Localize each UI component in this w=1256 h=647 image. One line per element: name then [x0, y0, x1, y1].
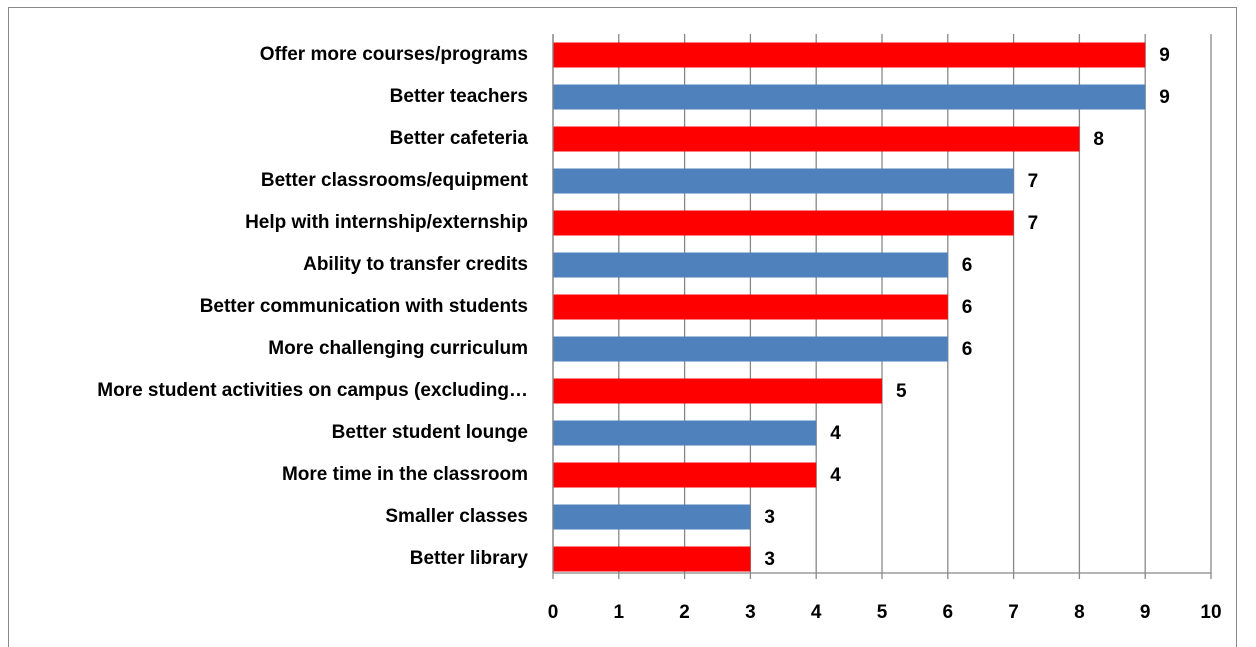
bar	[553, 168, 1014, 194]
bar	[553, 546, 751, 572]
data-label: 6	[962, 255, 973, 276]
data-label: 3	[764, 507, 775, 528]
x-tick-label: 9	[1140, 602, 1151, 623]
data-label: 9	[1159, 87, 1170, 108]
y-tick-label: Offer more courses/programs	[260, 44, 528, 65]
data-label: 9	[1159, 45, 1170, 66]
x-tick-label: 1	[614, 602, 625, 623]
data-label: 8	[1093, 129, 1104, 150]
bar	[553, 210, 1014, 236]
bar	[553, 84, 1146, 110]
bar	[553, 378, 882, 404]
bar	[553, 420, 817, 446]
data-label: 6	[962, 297, 973, 318]
y-tick-label: Better communication with students	[200, 296, 528, 317]
y-tick-label: More time in the classroom	[282, 464, 528, 485]
x-tick-label: 6	[943, 602, 954, 623]
y-tick-label: Smaller classes	[385, 506, 528, 527]
x-tick-label: 4	[811, 602, 822, 623]
y-tick-label: Better student lounge	[332, 422, 528, 443]
y-tick-label: Help with internship/externship	[245, 212, 528, 233]
y-tick-label: Ability to transfer credits	[303, 254, 528, 275]
bar	[553, 294, 948, 320]
y-tick-label: Better library	[410, 548, 529, 569]
x-tick-label: 7	[1008, 602, 1019, 623]
x-tick-label: 0	[548, 602, 559, 623]
data-label: 7	[1028, 213, 1039, 234]
y-tick-label: Better teachers	[390, 86, 528, 107]
x-tick-label: 3	[745, 602, 756, 623]
x-tick-label: 5	[877, 602, 888, 623]
bar	[553, 42, 1146, 68]
data-label: 4	[830, 423, 841, 444]
y-tick-label: More student activities on campus (exclu…	[97, 380, 528, 401]
bar	[553, 252, 948, 278]
data-label: 5	[896, 381, 907, 402]
x-tick-label: 10	[1200, 602, 1221, 623]
data-label: 3	[764, 549, 775, 570]
y-tick-label: More challenging curriculum	[268, 338, 528, 359]
chart-frame	[8, 7, 1237, 647]
data-label: 7	[1028, 171, 1039, 192]
bar	[553, 126, 1080, 152]
x-tick-label: 2	[679, 602, 690, 623]
bar	[553, 336, 948, 362]
y-tick-label: Better cafeteria	[390, 128, 529, 149]
bar	[553, 462, 817, 488]
x-tick-label: 8	[1074, 602, 1085, 623]
y-tick-label: Better classrooms/equipment	[261, 170, 529, 191]
data-label: 4	[830, 465, 841, 486]
bar	[553, 504, 751, 530]
data-label: 6	[962, 339, 973, 360]
